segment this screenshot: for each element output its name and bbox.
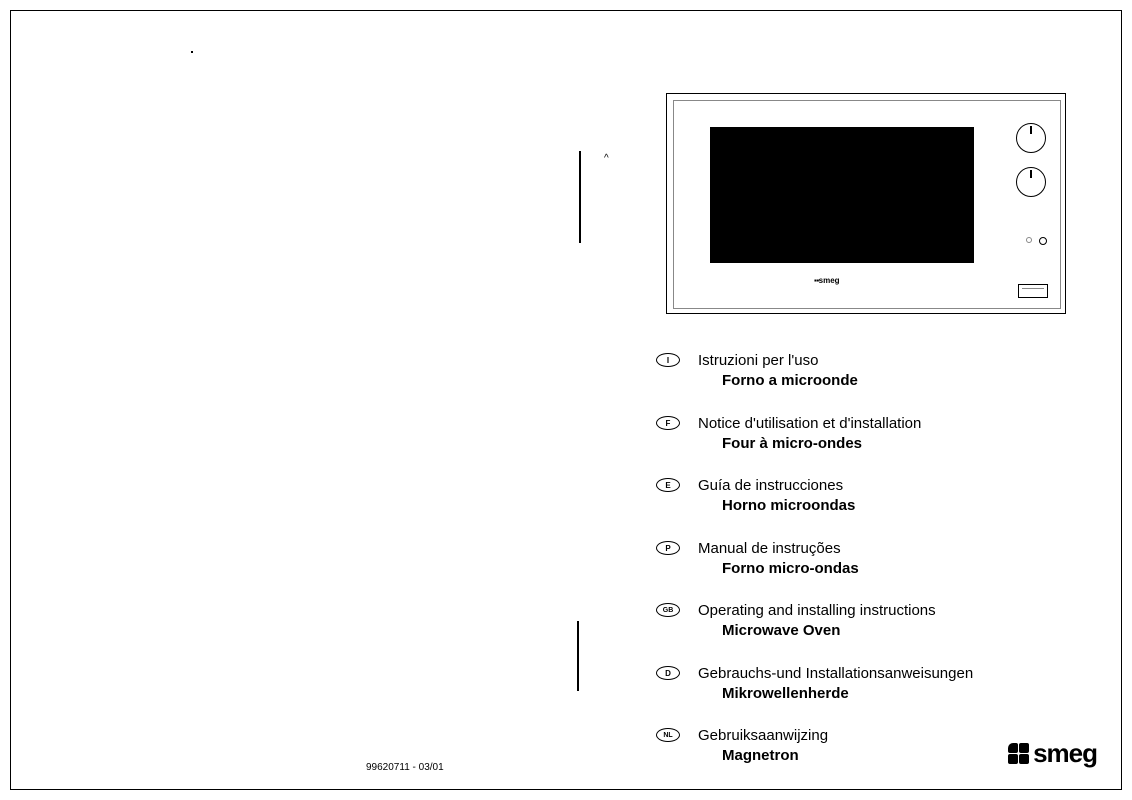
- smeg-logo: smeg: [1008, 738, 1097, 769]
- lang-badge: F: [656, 416, 680, 430]
- microwave-control-panel: [1004, 119, 1058, 304]
- indicator-ring: [1026, 237, 1032, 243]
- lang-title: Gebrauchs-und Installationsanweisungen: [698, 665, 973, 682]
- lang-badge: NL: [656, 728, 680, 742]
- microwave-window: [710, 127, 974, 263]
- lang-text: Guía de instrucciones Horno microondas: [698, 476, 855, 517]
- lang-text: Istruzioni per l'uso Forno a microonde: [698, 351, 858, 392]
- lang-product: Horno microondas: [698, 496, 855, 516]
- lang-product: Four à micro-ondes: [698, 434, 921, 454]
- scan-artifact-dot: [191, 51, 193, 53]
- microwave-frame: ▪▪smeg: [673, 100, 1061, 309]
- lang-badge: GB: [656, 603, 680, 617]
- document-code: 99620711 - 03/01: [366, 762, 444, 773]
- lang-badge: D: [656, 666, 680, 680]
- lang-item-de: D Gebrauchs-und Installationsanweisungen…: [656, 664, 1096, 705]
- lang-title: Guía de instrucciones: [698, 477, 843, 494]
- document-page: ^ ▪▪smeg I Istruzioni per l'uso Forno a …: [10, 10, 1122, 790]
- microwave-brand-label: ▪▪smeg: [814, 276, 840, 285]
- power-dial: [1016, 123, 1046, 153]
- lang-title: Gebruiksaanwijzing: [698, 727, 828, 744]
- door-release-button: [1018, 284, 1048, 298]
- lang-title: Istruzioni per l'uso: [698, 352, 818, 369]
- lang-item-pt: P Manual de instruções Forno micro-ondas: [656, 539, 1096, 580]
- lang-title: Manual de instruções: [698, 540, 841, 557]
- lang-text: Gebrauchs-und Installationsanweisungen M…: [698, 664, 973, 705]
- lang-text: Manual de instruções Forno micro-ondas: [698, 539, 859, 580]
- lang-product: Magnetron: [698, 746, 828, 766]
- lang-item-es: E Guía de instrucciones Horno microondas: [656, 476, 1096, 517]
- lang-product: Mikrowellenherde: [698, 684, 973, 704]
- lang-badge: P: [656, 541, 680, 555]
- smeg-logo-text: smeg: [1033, 738, 1097, 769]
- lang-badge: E: [656, 478, 680, 492]
- lang-product: Forno a microonde: [698, 371, 858, 391]
- lang-product: Microwave Oven: [698, 621, 936, 641]
- lang-item-gb: GB Operating and installing instructions…: [656, 601, 1096, 642]
- smeg-logo-icon: [1008, 743, 1029, 764]
- lang-text: Operating and installing instructions Mi…: [698, 601, 936, 642]
- language-list: I Istruzioni per l'uso Forno a microonde…: [656, 351, 1096, 789]
- scan-mark-caret: ^: [604, 153, 609, 164]
- binding-mark-bottom: [577, 621, 579, 691]
- lang-item-fr: F Notice d'utilisation et d'installation…: [656, 414, 1096, 455]
- lang-title: Operating and installing instructions: [698, 602, 936, 619]
- lang-text: Gebruiksaanwijzing Magnetron: [698, 726, 828, 767]
- lang-text: Notice d'utilisation et d'installation F…: [698, 414, 921, 455]
- lang-title: Notice d'utilisation et d'installation: [698, 415, 921, 432]
- lang-badge: I: [656, 353, 680, 367]
- indicator-light: [1039, 237, 1047, 245]
- timer-dial: [1016, 167, 1046, 197]
- binding-mark-top: [579, 151, 581, 243]
- lang-product: Forno micro-ondas: [698, 559, 859, 579]
- lang-item-it: I Istruzioni per l'uso Forno a microonde: [656, 351, 1096, 392]
- microwave-illustration: ▪▪smeg: [666, 93, 1066, 314]
